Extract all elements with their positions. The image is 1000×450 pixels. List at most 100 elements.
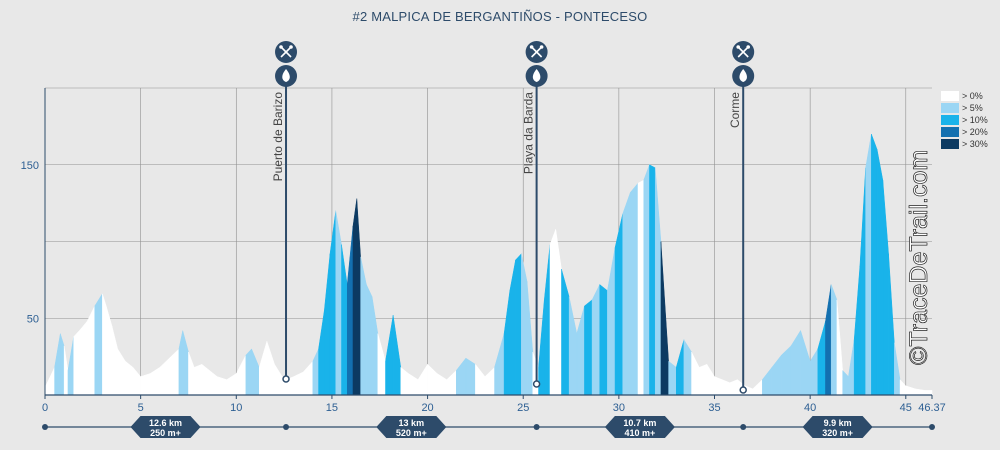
poi-label: Corme — [728, 92, 742, 128]
profile-segment — [377, 333, 386, 396]
legend-label: > 20% — [962, 127, 988, 137]
profile-segment — [643, 164, 650, 396]
profile-segment — [456, 357, 467, 396]
profile-segment — [209, 369, 218, 396]
profile-segment — [721, 379, 731, 396]
profile-segment — [258, 341, 268, 396]
profile-segment — [159, 357, 170, 396]
x-tick-label: 0 — [42, 402, 48, 414]
segment-boundary-dot — [740, 424, 747, 430]
profile-segment — [149, 366, 161, 396]
profile-segment — [842, 369, 849, 396]
profile-segment — [324, 253, 331, 396]
profile-segment — [105, 305, 113, 396]
profile-segment — [193, 363, 203, 396]
legend-label: > 0% — [962, 91, 983, 101]
profile-segment — [111, 325, 118, 396]
profile-segment — [182, 330, 189, 396]
profile-segment — [503, 290, 511, 396]
profile-segment — [427, 363, 438, 396]
legend-label: > 10% — [962, 115, 988, 125]
legend-swatch — [941, 91, 959, 101]
profile-segment — [385, 315, 394, 396]
profile-segment — [817, 321, 826, 396]
food-icon-knife — [280, 46, 292, 58]
profile-segment — [905, 385, 916, 396]
profile-segment — [266, 341, 275, 396]
profile-segment — [924, 390, 933, 396]
profile-segment — [544, 244, 551, 396]
profile-segment — [360, 256, 367, 396]
profile-segment — [140, 373, 151, 396]
food-icon-tip — [736, 45, 740, 49]
profile-segment — [54, 333, 61, 396]
profile-segment — [352, 198, 358, 396]
y-tick-label: 50 — [27, 313, 39, 325]
segment-badge — [376, 416, 447, 438]
chart-title: #2 MALPICA DE BERGANTIÑOS - PONTECESO — [352, 9, 648, 24]
legend-swatch — [941, 139, 959, 149]
water-drop-icon — [282, 69, 290, 82]
poi-dot — [282, 375, 290, 383]
profile-segment — [576, 305, 585, 396]
profile-segment — [521, 253, 528, 396]
profile-segment — [515, 253, 522, 396]
grid — [45, 87, 932, 395]
profile-segment — [654, 167, 662, 396]
profile-segment — [622, 192, 631, 396]
x-tick-label: 35 — [708, 402, 720, 414]
x-tick-label: 15 — [326, 402, 338, 414]
segment-badge — [802, 416, 873, 438]
poi-label: Puerto de Barizo — [271, 92, 285, 182]
elevation-profile — [44, 133, 933, 396]
x-tick-label: 25 — [517, 402, 529, 414]
water-drop-icon — [739, 69, 747, 82]
profile-segment — [408, 373, 419, 396]
profile-segment — [882, 180, 889, 396]
food-icon-knife — [531, 46, 543, 58]
legend-label: > 30% — [962, 139, 988, 149]
profile-segment — [683, 338, 692, 396]
profile-segment — [762, 366, 773, 396]
profile-segment — [630, 182, 639, 396]
profile-segment — [781, 345, 792, 396]
segment-distance: 9.9 km — [824, 418, 852, 428]
profile-segment — [729, 379, 738, 396]
profile-segment — [94, 292, 103, 396]
profile-segment — [876, 149, 884, 396]
profile-segment — [63, 345, 69, 396]
profile-segment — [888, 253, 895, 396]
profile-segment — [293, 371, 304, 396]
segment-elevation: 250 m+ — [150, 428, 181, 438]
profile-segment — [312, 348, 319, 396]
profile-segment — [706, 363, 715, 396]
profile-segment — [614, 213, 623, 396]
x-tick-label: 46.37 — [918, 402, 946, 414]
profile-segment — [346, 226, 354, 396]
profile-segment — [830, 284, 838, 396]
profile-segment — [251, 348, 260, 396]
segment-elevation: 520 m+ — [396, 428, 427, 438]
poi-dot — [532, 380, 541, 388]
legend-item: > 10% — [941, 114, 988, 126]
segment-elevation: 410 m+ — [625, 428, 656, 438]
profile-segment — [691, 351, 700, 396]
profile-segment — [771, 354, 782, 396]
profile-segment — [102, 293, 107, 396]
legend-item: > 0% — [941, 90, 988, 102]
profile-segment — [236, 354, 247, 396]
segment-boundary-dot — [42, 424, 48, 430]
food-icon-tip — [746, 45, 750, 49]
profile-segment — [366, 284, 373, 396]
profile-segment — [60, 333, 65, 396]
profile-segment — [809, 348, 819, 396]
profile-segment — [475, 363, 486, 396]
profile-segment — [417, 363, 428, 396]
profile-segment — [509, 259, 516, 396]
profile-segment — [853, 266, 861, 396]
profile-segment — [446, 369, 457, 396]
watermark-text: ©TraceDeTrail.com — [905, 150, 933, 365]
legend-label: > 5% — [962, 103, 983, 113]
